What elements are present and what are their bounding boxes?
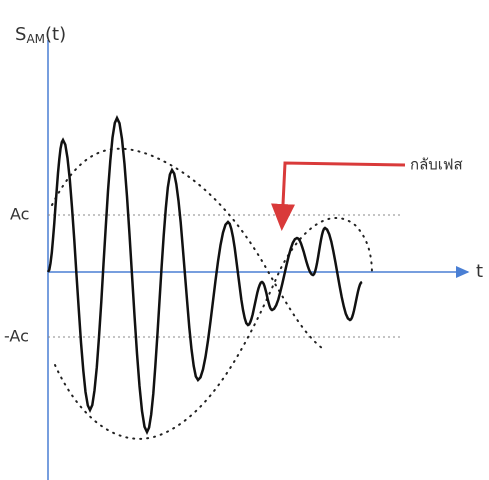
annotation-label: กลับเฟส <box>410 156 463 174</box>
lower-envelope <box>55 218 372 439</box>
am-waveform <box>48 118 362 432</box>
upper-envelope <box>52 149 322 348</box>
y-axis-label: SAM(t) <box>15 24 66 46</box>
diagram: SAM(t) t Ac -Ac กลับเฟส <box>0 0 489 480</box>
x-axis-label: t <box>476 261 483 282</box>
ac-label: Ac <box>10 205 29 224</box>
annotation-arrow <box>282 163 405 225</box>
neg-ac-label: -Ac <box>4 327 29 346</box>
